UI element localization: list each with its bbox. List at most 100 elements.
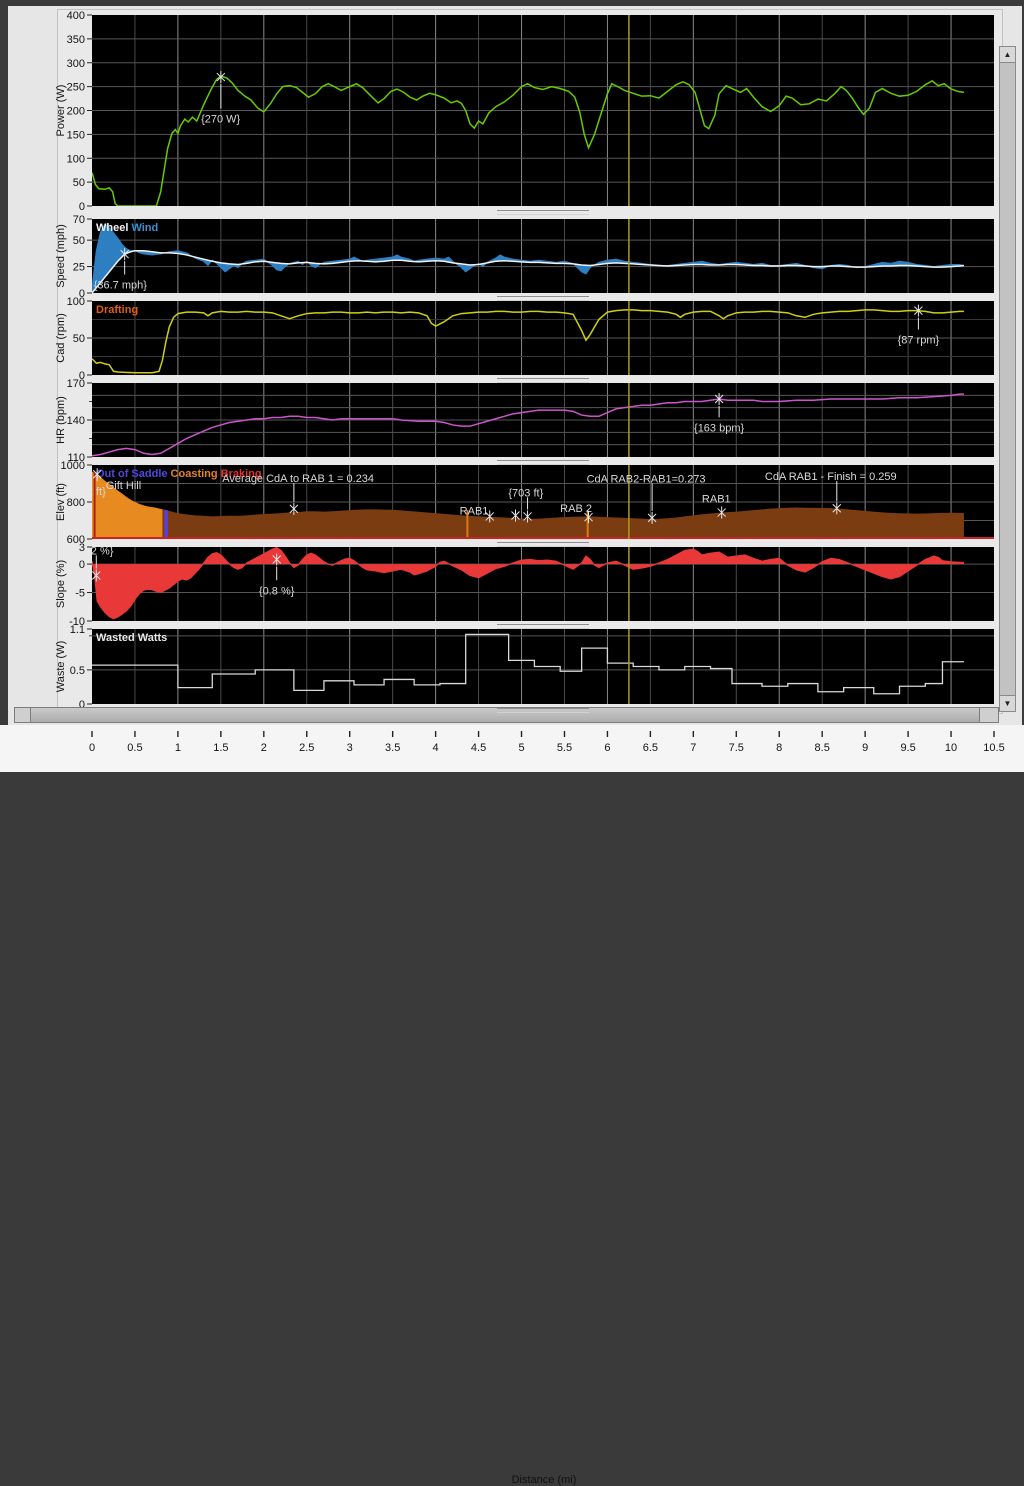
x-tick-label: 9.5 (900, 742, 915, 754)
slope-area (92, 547, 964, 619)
y-tick-label: 140 (67, 415, 85, 427)
annotation-marker (584, 511, 593, 524)
y-tick-label: -5 (75, 588, 85, 600)
h-scrollbar-right-box[interactable] (980, 707, 999, 723)
x-tick-label: 0.5 (127, 742, 142, 754)
y-axis-title: Cad (rpm) (55, 313, 67, 363)
legend: Out of Saddle Coasting Braking (96, 468, 262, 480)
x-tick-label: 2.5 (299, 742, 314, 754)
annotation-text: RAB1 (460, 505, 489, 517)
x-tick-label: 6 (604, 742, 610, 754)
legend: Wheel Wind (96, 222, 158, 234)
legend: Wasted Watts (96, 632, 167, 644)
h-scrollbar-left-box[interactable] (14, 707, 31, 723)
x-tick-label: 6.5 (643, 742, 658, 754)
panel-splitter-handle[interactable] (497, 296, 589, 301)
y-tick-label: 800 (67, 497, 85, 509)
annotation-marker (92, 468, 102, 482)
y-tick-label: 100 (67, 296, 85, 308)
y-tick-label: 0 (79, 201, 85, 213)
annotation-text: RAB 2 (560, 503, 592, 515)
y-tick-label: 50 (73, 235, 85, 247)
h-scrollbar-thumb[interactable] (31, 707, 980, 723)
v-scrollbar-thumb[interactable] (1000, 63, 1015, 695)
y-tick-label: 0 (79, 699, 85, 711)
elevation-area (92, 471, 964, 539)
chart-panel-speed[interactable]: Wheel Wind {36.7 mph} (92, 219, 994, 293)
y-axis-title: Power (W) (55, 85, 67, 137)
annotation-text: {36.7 mph} (94, 280, 148, 292)
annotation-marker (216, 71, 226, 109)
y-tick-label: 0 (79, 559, 85, 571)
x-tick-label: 3 (347, 742, 353, 754)
y-tick-label: 600 (67, 534, 85, 546)
y-tick-label: 350 (67, 34, 85, 46)
y-tick-label: 50 (73, 177, 85, 189)
y-tick-label: 70 (73, 214, 85, 226)
annotation-text: {87 rpm} (898, 334, 940, 346)
annotation-text: Gift Hill (106, 480, 141, 492)
annotation-text: CdA RAB1 - Finish = 0.259 (765, 471, 897, 483)
x-tick-label: 4.5 (471, 742, 486, 754)
y-tick-label: -10 (69, 616, 85, 628)
y-tick-label: 1.1 (70, 624, 85, 636)
annotation-marker (272, 553, 282, 581)
chart-panel-slope[interactable]: .2 %} {0.8 %} (92, 547, 994, 621)
y-axis-title: Waste (W) (55, 641, 67, 693)
y-tick-label: 50 (73, 333, 85, 345)
y-tick-label: 0.5 (70, 665, 85, 677)
vertical-scrollbar[interactable]: ▲ ▼ (999, 46, 1016, 712)
x-tick-label: 3.5 (385, 742, 400, 754)
panel-splitter-handle[interactable] (497, 378, 589, 383)
annotation-text: CdA RAB2-RAB1=0.273 (587, 473, 706, 485)
chart-panel-hr[interactable]: {163 bpm} (92, 383, 994, 457)
annotation-text: {163 bpm} (694, 422, 744, 434)
panel-splitter-handle[interactable] (497, 542, 589, 547)
annotation-marker (914, 304, 923, 330)
annotation-marker (289, 482, 299, 515)
chart-panel-cad[interactable]: Drafting {87 rpm} (92, 301, 994, 375)
x-axis-title: Distance (mi) (511, 1474, 577, 1486)
annotation-marker (511, 509, 520, 522)
panel-splitter-handle[interactable] (497, 708, 589, 713)
scroll-up-icon[interactable]: ▲ (1000, 47, 1015, 63)
y-axis-title: Speed (mph) (55, 224, 67, 288)
y-tick-label: 300 (67, 58, 85, 70)
y-axis-title: Slope (%) (55, 560, 67, 608)
y-tick-label: 150 (67, 129, 85, 141)
x-tick-label: 5.5 (557, 742, 572, 754)
panel-splitter-handle[interactable] (497, 460, 589, 465)
heartrate-line (92, 393, 964, 457)
annotation-marker (523, 497, 532, 523)
x-tick-label: 7 (690, 742, 696, 754)
x-tick-label: 7.5 (729, 742, 744, 754)
y-tick-label: 400 (67, 10, 85, 22)
annotation-text: {703 ft} (508, 487, 543, 499)
y-tick-label: 170 (67, 378, 85, 390)
annotation-text: .2 %} (92, 547, 114, 557)
y-tick-label: 1000 (61, 460, 85, 472)
y-axis-title: HR (bpm) (55, 396, 67, 444)
cadence-line (92, 309, 964, 374)
x-tick-label: 2 (261, 742, 267, 754)
annotation-marker (832, 481, 842, 515)
chart-panel-power[interactable]: {270 W} (92, 15, 994, 206)
x-tick-label: 5 (518, 742, 524, 754)
wheel-line (92, 249, 965, 293)
x-tick-label: 1.5 (213, 742, 228, 754)
y-tick-label: 25 (73, 262, 85, 274)
y-tick-label: 200 (67, 106, 85, 118)
power-line (92, 75, 965, 206)
x-tick-label: 8 (776, 742, 782, 754)
x-tick-label: 4 (433, 742, 439, 754)
x-tick-label: 8.5 (815, 742, 830, 754)
scroll-down-icon[interactable]: ▼ (1000, 695, 1015, 711)
annotation-marker (647, 483, 657, 524)
panel-splitter-handle[interactable] (497, 624, 589, 629)
x-tick-label: 0 (89, 742, 95, 754)
y-tick-label: 0 (79, 370, 85, 382)
chart-panel-waste[interactable]: Wasted Watts (92, 629, 994, 704)
horizontal-scrollbar[interactable] (14, 707, 999, 723)
panel-splitter-handle[interactable] (497, 210, 589, 215)
